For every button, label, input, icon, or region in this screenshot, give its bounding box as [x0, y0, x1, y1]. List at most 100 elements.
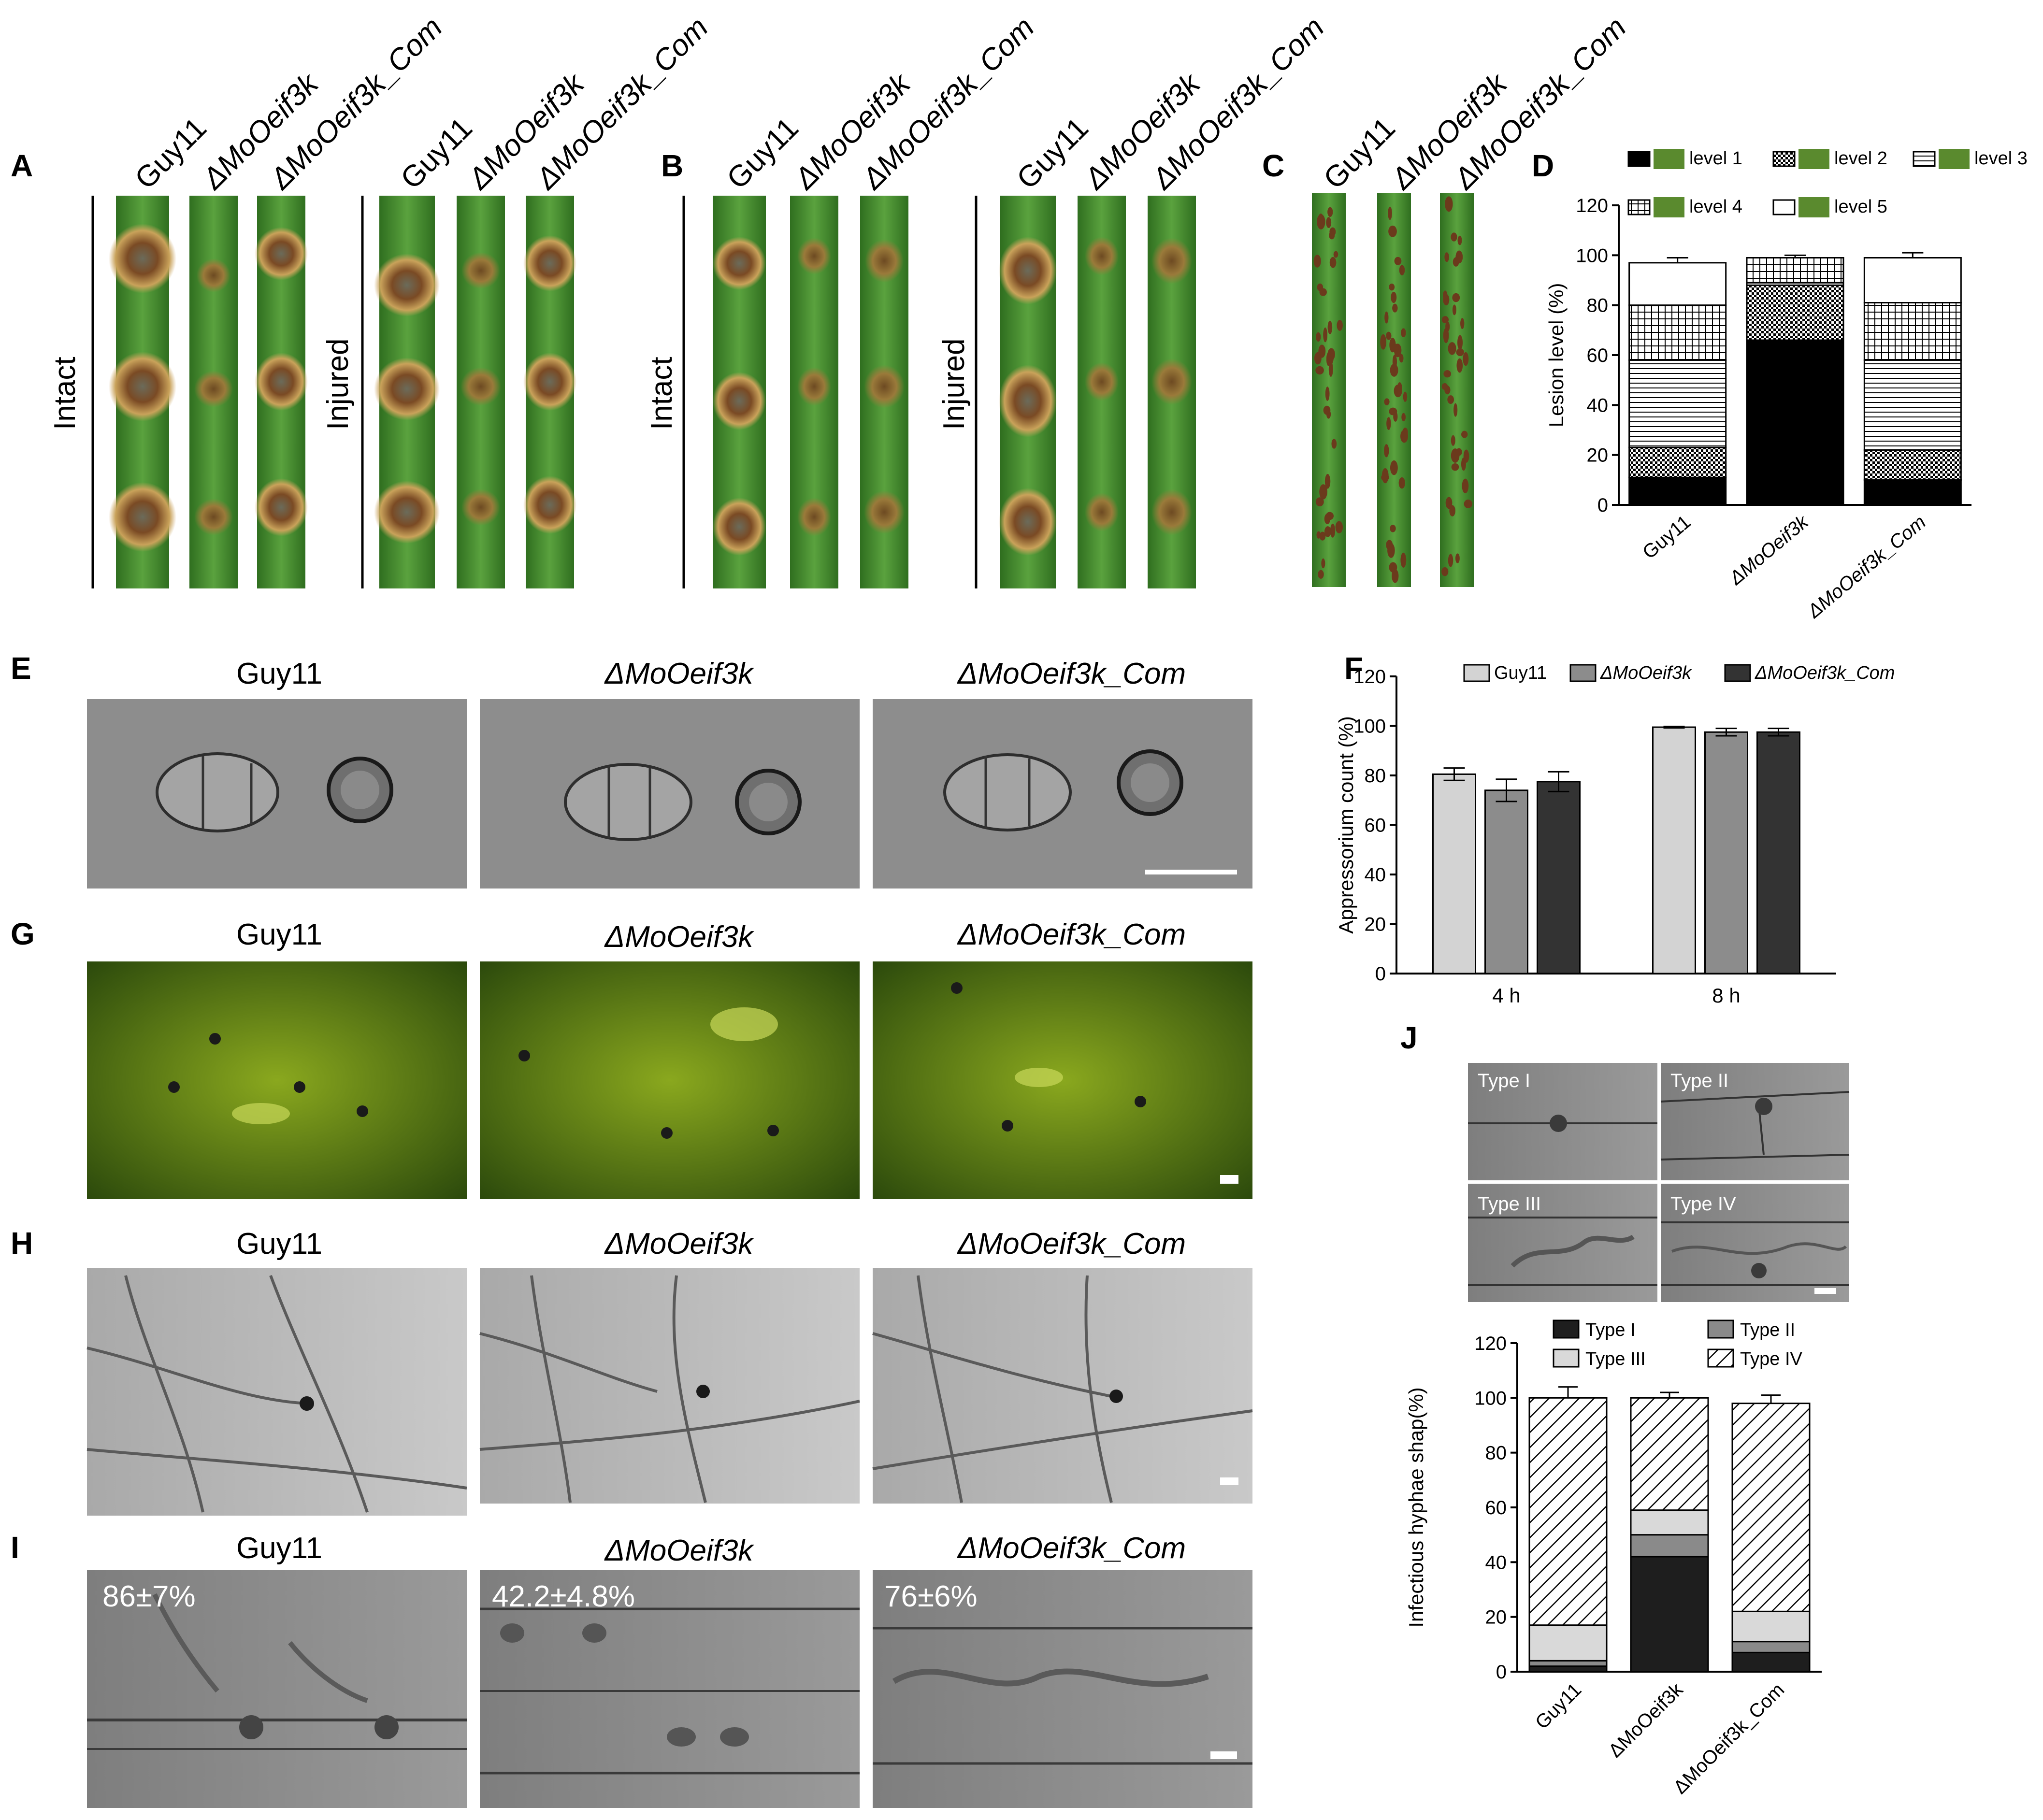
image-title-complement: ΔMoOeif3k_Com [957, 1532, 1186, 1565]
bar-segment [1628, 359, 1727, 448]
bar [1537, 781, 1581, 974]
lesion-spot [1390, 363, 1398, 377]
leaf-photo [523, 196, 576, 588]
y-tick-label: 0 [1597, 495, 1608, 516]
panel-I: I Guy11 ΔMoOeif3k ΔMoOeif3k_Com 86±7% 42… [11, 1530, 1252, 1808]
type-label: Type IV [1670, 1193, 1736, 1215]
col-label-guy11: Guy11 [129, 111, 213, 196]
image-title-mutant: ΔMoOeif3k [604, 1227, 755, 1261]
panel-B: B Guy11 ΔMoOeif3k ΔMoOeif3k_Com Guy11 ΔM… [645, 11, 1331, 588]
injured-label: Injured [937, 338, 971, 430]
lesion-spot [1449, 505, 1455, 516]
column-labels-c: Guy11 ΔMoOeif3k ΔMoOeif3k_Com [1317, 11, 1633, 196]
image-title-complement: ΔMoOeif3k_Com [957, 1227, 1186, 1261]
lesion-spot [1393, 411, 1398, 422]
y-axis-label: Lesion level (%) [1545, 283, 1568, 428]
image-title-mutant: ΔMoOeif3k [604, 1534, 755, 1567]
lesion-spot [1444, 252, 1449, 262]
panel-label-c: C [1262, 148, 1284, 183]
lesion-spot [1386, 417, 1391, 430]
image-title-mutant: ΔMoOeif3k [604, 920, 755, 954]
bar-segment [1528, 1665, 1608, 1673]
lesion-spot [1445, 321, 1450, 332]
lesion-spot [1400, 552, 1407, 568]
lesion-spot [1451, 448, 1460, 463]
fluorescence-micrograph [873, 961, 1252, 1199]
scale-bar [1814, 1288, 1836, 1294]
panel-F: F 0 20 40 60 80 100 120 Appressorium count (%) 4… [1335, 651, 1895, 1007]
panel-label-h: H [11, 1226, 33, 1261]
hyphae-micrograph [86, 1268, 467, 1516]
lesion-spot [1326, 217, 1332, 228]
panel-H: H Guy11 ΔMoOeif3k ΔMoOeif3k_Com [11, 1226, 1253, 1516]
leaf-photo [189, 196, 238, 588]
bar-segment [1630, 1556, 1709, 1673]
panel-label-i: I [11, 1530, 19, 1565]
lesion-spot [1384, 311, 1389, 324]
bar-segment [1628, 262, 1727, 306]
y-tick-label: 0 [1496, 1662, 1507, 1683]
lesion-spot [1319, 484, 1327, 500]
legend-swatch [1627, 151, 1651, 167]
lesion-spot [1451, 232, 1457, 242]
lesion-spot [1333, 251, 1338, 258]
column-labels-a: Guy11 ΔMoOeif3k ΔMoOeif3k_Com Guy11 ΔMoO… [129, 11, 715, 196]
y-tick-label: 40 [1587, 395, 1609, 416]
image-title-complement: ΔMoOeif3k_Com [957, 657, 1186, 690]
chart-f: 0 20 40 60 80 100 120 Appressorium count (%) 4 h… [1335, 663, 1895, 1007]
bar-segment [1731, 1403, 1811, 1612]
lesion-spot [1453, 403, 1458, 417]
lesion-spot [1388, 225, 1397, 237]
lesion-spot [1452, 304, 1456, 315]
lesion-spot [1448, 554, 1453, 567]
lesion-spot [1326, 352, 1330, 366]
legend-label: level 4 [1689, 197, 1742, 217]
lesion-spot [1381, 468, 1389, 484]
lesion-spot [1457, 235, 1462, 245]
panel-G: G Guy11 ΔMoOeif3k ΔMoOeif3k_Com [11, 917, 1252, 1199]
lesion-spot [1327, 320, 1333, 334]
y-tick-label: 60 [1485, 1497, 1507, 1519]
image-title-guy11: Guy11 [236, 1532, 322, 1565]
col-label-guy11: Guy11 [1010, 111, 1095, 196]
lesion-spot [1386, 331, 1392, 340]
lesion-spot [1456, 348, 1464, 357]
col-label-guy11: Guy11 [1317, 111, 1402, 196]
y-axis-label: Appressorium count (%) [1335, 716, 1357, 934]
y-tick-label: 40 [1485, 1552, 1507, 1573]
intact-label: Intact [645, 357, 678, 430]
panel-E: E Guy11 ΔMoOeif3k ΔMoOeif3k_Com [11, 651, 1252, 889]
penetration-percentage: 76±6% [884, 1580, 978, 1613]
bar-segment [1731, 1641, 1811, 1653]
panel-A: A Guy11 ΔMoOeif3k ΔMoOeif3k_Com Guy11 ΔM… [11, 11, 715, 588]
bar [1704, 731, 1748, 974]
panel-C: C Guy11 ΔMoOeif3k ΔMoOeif3k_Com [1262, 11, 1633, 587]
lesion-spot [1447, 395, 1454, 404]
legend-swatch [1627, 199, 1651, 215]
leaf-photo [1078, 196, 1126, 588]
lesion-spot [1319, 531, 1326, 541]
lesion-spot [1452, 293, 1460, 302]
x-tick-label: Guy11 [1531, 1679, 1585, 1733]
y-tick-label: 120 [1474, 1333, 1507, 1354]
lesion-spot [1441, 567, 1449, 576]
scale-bar [1145, 870, 1237, 874]
type-label: Type I [1478, 1070, 1530, 1091]
lesion-spot [1325, 512, 1334, 520]
bar-segment [1731, 1651, 1811, 1673]
bar-segment [1528, 1624, 1608, 1662]
x-tick-label: ΔMoOeif3k_Com [1669, 1679, 1788, 1798]
lesion-spot [1330, 523, 1336, 538]
x-tick-label: ΔMoOeif3k [1604, 1679, 1687, 1762]
lesion-spot [1328, 361, 1333, 377]
col-label-guy11: Guy11 [394, 111, 479, 196]
legend-label: level 2 [1834, 148, 1887, 169]
type-micrograph: Type II [1660, 1063, 1850, 1180]
image-title-mutant: ΔMoOeif3k [604, 657, 755, 690]
lesion-spot [1318, 570, 1324, 579]
chart-d: 0 20 40 60 80 100 120 Lesion level (%) Guy11 ΔMoO… [1545, 148, 2028, 622]
lesion-spot [1401, 328, 1406, 337]
legend-lesion-thumbnail [1798, 149, 1829, 169]
y-tick-label: 100 [1576, 245, 1608, 266]
fluorescence-micrograph [87, 961, 467, 1199]
